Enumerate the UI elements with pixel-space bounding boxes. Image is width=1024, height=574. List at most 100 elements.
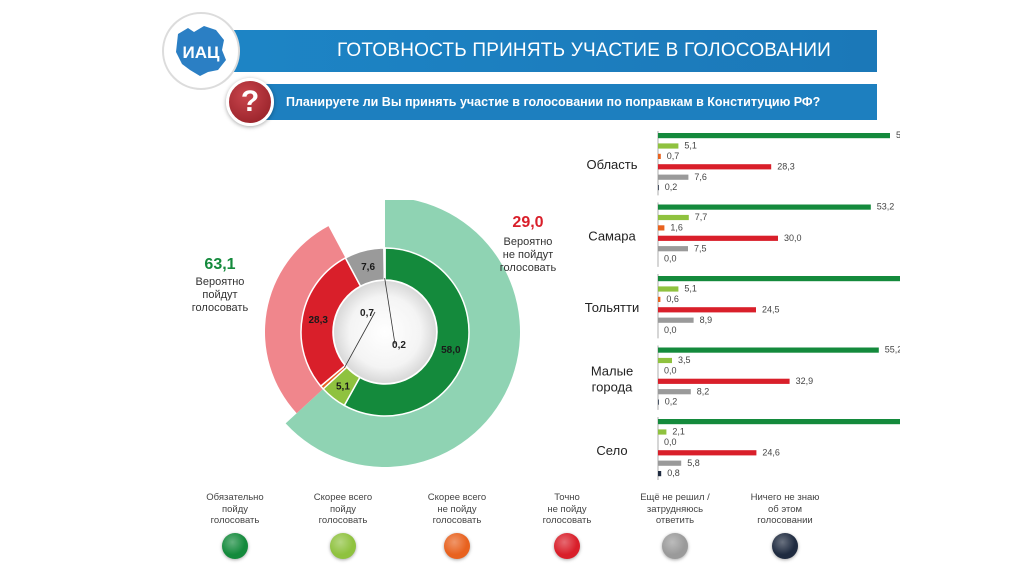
likely-no-line: не пойдут bbox=[502, 249, 554, 261]
likely-no-line: голосовать bbox=[499, 262, 557, 274]
legend-label: Ничего не знаю об этом голосовании bbox=[740, 492, 830, 527]
bar bbox=[658, 429, 667, 435]
bar-value-label: 5,1 bbox=[684, 284, 697, 294]
bar bbox=[658, 133, 890, 139]
likely-no-line: Вероятно bbox=[503, 236, 553, 248]
bar bbox=[658, 450, 757, 456]
legend-label: Обязательно пойду голосовать bbox=[190, 492, 280, 527]
bar-value-label: 58,0 bbox=[896, 130, 900, 140]
legend-dot bbox=[772, 533, 798, 559]
donut-labels: 58,0 5,1 28,3 7,6 0,7 0,2 bbox=[308, 262, 461, 392]
bar-value-label: 0,0 bbox=[664, 254, 677, 264]
bar-value-label: 1,6 bbox=[670, 223, 683, 233]
legend-label-line: голосовании bbox=[757, 515, 813, 526]
bar-value-label: 2,1 bbox=[672, 427, 685, 437]
legend-dot bbox=[554, 533, 580, 559]
legend-label-line: голосовать bbox=[432, 515, 482, 526]
legend-label-line: затрудняюсь bbox=[646, 503, 704, 515]
logo-text: ИАЦ bbox=[183, 43, 220, 62]
bar-value-label: 5,8 bbox=[687, 458, 700, 468]
iac-logo: ИАЦ bbox=[162, 12, 240, 90]
likely-yes-text: Вероятно пойдут голосовать bbox=[180, 276, 260, 315]
bar-value-label: 0,2 bbox=[665, 182, 678, 192]
bar bbox=[658, 276, 900, 282]
bar-value-label: 0,2 bbox=[665, 397, 678, 407]
bar-value-label: 30,0 bbox=[784, 233, 802, 243]
title-bar: ГОТОВНОСТЬ ПРИНЯТЬ УЧАСТИЕ В ГОЛОСОВАНИИ bbox=[205, 30, 877, 72]
donut-value-label: 5,1 bbox=[336, 381, 350, 392]
likely-no-value: 29,0 bbox=[512, 214, 544, 231]
bar bbox=[658, 399, 659, 405]
bar-value-label: 7,5 bbox=[694, 243, 707, 253]
donut-value-label: 0,2 bbox=[392, 340, 406, 351]
leader-line bbox=[344, 311, 376, 368]
question-bar: Планируете ли Вы принять участие в голос… bbox=[250, 84, 877, 120]
donut-value-label: 58,0 bbox=[441, 345, 461, 356]
inner-ring bbox=[300, 247, 470, 417]
inner-ring-slice bbox=[383, 247, 386, 281]
legend-label-line: Ничего не знаю bbox=[750, 492, 820, 503]
leader-line bbox=[384, 277, 396, 345]
likely-yes-line: голосовать bbox=[191, 302, 249, 314]
bar bbox=[658, 235, 778, 241]
legend-label-line: не пойду bbox=[437, 503, 477, 515]
legend-label-line: не пойду bbox=[547, 503, 587, 515]
bar-value-label: 3,5 bbox=[678, 355, 691, 365]
bar bbox=[658, 286, 679, 292]
bar-chart: Область 58,0 5,1 0,7 28,3 7,6 0,2 Самара 53,2 7,7… bbox=[585, 130, 900, 480]
region-label: города bbox=[592, 380, 633, 395]
bar-value-label: 24,5 bbox=[762, 304, 780, 314]
bar-value-label: 5,1 bbox=[684, 141, 697, 151]
bar bbox=[658, 357, 672, 364]
bar bbox=[658, 185, 659, 191]
bar bbox=[658, 307, 756, 313]
outer-ring-slice bbox=[265, 226, 346, 414]
legend-label-line: Скорее всего bbox=[313, 492, 373, 503]
bar bbox=[658, 204, 871, 210]
legend-label-line: пойду bbox=[329, 503, 357, 515]
legend-label-line: Ещё не решил / bbox=[640, 492, 710, 503]
legend-label-line: Точно bbox=[554, 492, 580, 503]
legend-label: Скорее всего пойду голосовать bbox=[298, 492, 388, 527]
donut-value-label: 7,6 bbox=[361, 262, 375, 273]
bar-value-label: 53,2 bbox=[877, 202, 895, 212]
legend-dot bbox=[222, 533, 248, 559]
legend-dot bbox=[444, 533, 470, 559]
legend-label: Скорее всего не пойду голосовать bbox=[412, 492, 502, 527]
bar-value-label: 0,0 bbox=[664, 366, 677, 376]
outer-ring-slice bbox=[285, 200, 520, 467]
bar-value-label: 8,9 bbox=[700, 315, 713, 325]
region-label: Село bbox=[596, 443, 627, 458]
bar bbox=[658, 347, 879, 353]
bar bbox=[658, 317, 694, 323]
bar bbox=[658, 164, 772, 170]
bar bbox=[658, 153, 661, 159]
bar bbox=[658, 214, 689, 221]
bar bbox=[658, 225, 665, 231]
region-label: Малые bbox=[591, 364, 633, 379]
legend-label-line: пойду bbox=[221, 503, 249, 515]
bar-value-label: 24,6 bbox=[762, 447, 780, 457]
bar-value-label: 0,7 bbox=[667, 151, 680, 161]
question-text: Планируете ли Вы принять участие в голос… bbox=[286, 95, 821, 109]
bar bbox=[658, 389, 691, 395]
bar-value-label: 8,2 bbox=[697, 386, 710, 396]
question-icon: ? bbox=[226, 78, 274, 126]
likely-yes-line: Вероятно bbox=[195, 276, 245, 288]
inner-ring-slice bbox=[343, 247, 470, 417]
legend-label-line: Скорее всего bbox=[427, 492, 487, 503]
donut-center bbox=[334, 281, 436, 383]
bar-value-label: 0,0 bbox=[664, 325, 677, 335]
bar bbox=[658, 378, 790, 384]
bar-value-label: 0,8 bbox=[667, 468, 680, 478]
bar-value-label: 7,7 bbox=[695, 212, 708, 222]
donut-value-label: 0,7 bbox=[360, 308, 374, 319]
bar bbox=[658, 174, 689, 180]
region-label: Тольятти bbox=[585, 300, 639, 315]
likely-no-text: Вероятно не пойдут голосовать bbox=[488, 236, 568, 275]
bar-value-label: 32,9 bbox=[796, 376, 814, 386]
donut-value-label: 28,3 bbox=[308, 315, 328, 326]
donut-chart: 58,0 5,1 28,3 7,6 0,7 0,2 bbox=[265, 200, 520, 467]
bar-value-label: 0,6 bbox=[666, 294, 679, 304]
legend-label-line: Обязательно bbox=[206, 492, 264, 503]
